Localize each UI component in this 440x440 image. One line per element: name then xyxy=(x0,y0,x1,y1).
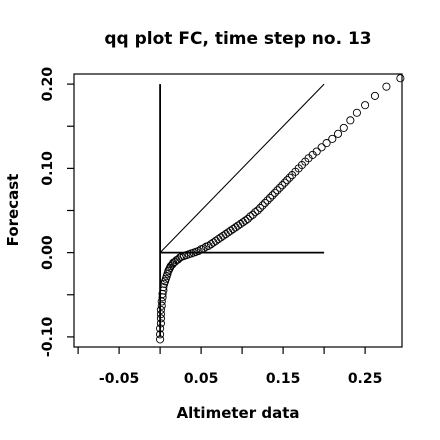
data-point xyxy=(159,283,168,292)
data-point xyxy=(361,101,370,110)
data-point xyxy=(156,305,165,314)
data-point xyxy=(156,314,165,323)
y-tick-label: 0.10 xyxy=(40,151,56,186)
data-point xyxy=(236,219,245,229)
data-point xyxy=(216,233,225,242)
data-point xyxy=(229,224,238,234)
data-point xyxy=(251,208,260,217)
data-point xyxy=(268,191,277,200)
data-point xyxy=(263,196,272,205)
data-point xyxy=(156,324,165,333)
data-point xyxy=(156,319,165,328)
data-point xyxy=(231,223,240,232)
data-point xyxy=(233,221,243,230)
data-point xyxy=(256,203,265,213)
data-point xyxy=(285,173,294,182)
data-point xyxy=(283,176,292,185)
x-tick-label: 0.15 xyxy=(266,371,301,387)
y-tick-label: 0.20 xyxy=(40,67,56,102)
data-point xyxy=(221,230,230,239)
data-point xyxy=(243,214,252,223)
data-point xyxy=(253,206,262,215)
x-tick-label: 0.25 xyxy=(348,371,383,387)
data-point xyxy=(246,212,255,221)
data-point xyxy=(275,183,284,192)
data-point xyxy=(238,218,247,227)
data-point xyxy=(241,216,250,225)
data-point xyxy=(156,335,165,344)
data-point xyxy=(396,74,405,83)
data-point xyxy=(328,134,337,143)
data-point xyxy=(157,301,166,310)
data-point xyxy=(382,82,391,91)
data-point xyxy=(156,330,165,339)
data-point xyxy=(278,181,287,190)
data-point xyxy=(194,246,203,255)
data-point xyxy=(248,210,257,219)
data-point xyxy=(199,244,208,253)
data-point xyxy=(270,188,279,197)
data-point xyxy=(209,238,218,247)
data-point xyxy=(226,226,235,235)
plot-area: -0.05 0.05 0.15 0.25 -0.10 0.00 0.10 0.20 xyxy=(40,67,405,387)
data-point xyxy=(339,123,348,132)
data-point xyxy=(333,129,343,138)
data-point xyxy=(168,260,177,269)
data-point xyxy=(211,236,220,245)
data-point xyxy=(224,228,233,237)
data-point xyxy=(370,91,379,100)
y-tick-label: 0.00 xyxy=(40,235,56,270)
chart-title: qq plot FC, time step no. 13 xyxy=(104,29,371,49)
y-axis-label: Forecast xyxy=(4,174,22,247)
data-point xyxy=(157,297,166,306)
data-point xyxy=(258,201,267,210)
data-point xyxy=(156,310,165,319)
data-point xyxy=(261,198,270,207)
data-point xyxy=(219,231,228,240)
data-point xyxy=(214,235,223,244)
data-point xyxy=(352,108,361,117)
x-axis-label: Altimeter data xyxy=(177,404,300,422)
data-point xyxy=(273,186,282,195)
y-tick-label: -0.10 xyxy=(40,316,56,357)
plot-frame xyxy=(73,73,403,348)
data-point xyxy=(265,193,275,202)
data-point xyxy=(346,116,355,125)
data-point xyxy=(280,178,289,187)
x-tick-label: -0.05 xyxy=(99,371,139,387)
x-tick-label: 0.05 xyxy=(184,371,219,387)
data-point xyxy=(312,147,321,156)
diagonal-reference-line xyxy=(159,83,325,254)
data-point xyxy=(317,143,326,152)
data-point xyxy=(322,139,331,148)
